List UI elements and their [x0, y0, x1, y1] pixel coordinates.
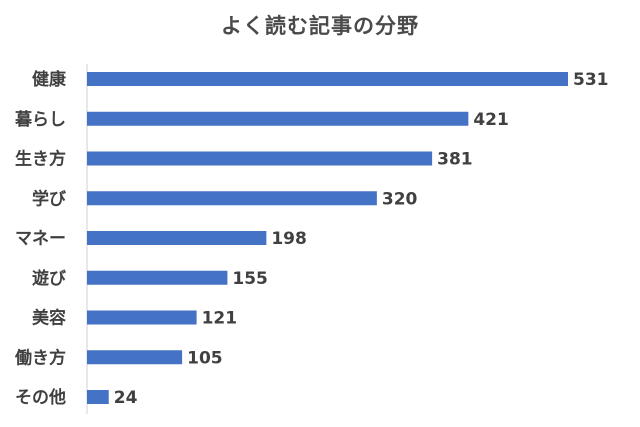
bar	[87, 350, 183, 365]
category-label: 働き方	[14, 347, 66, 368]
bar	[87, 270, 228, 285]
category-label: マネー	[15, 229, 66, 249]
category-label: 遊び	[32, 268, 66, 289]
bar	[87, 231, 267, 245]
data-label: 320	[382, 189, 418, 209]
bar	[87, 191, 377, 206]
bar	[87, 72, 568, 86]
bar	[87, 111, 469, 126]
data-label: 121	[202, 309, 238, 329]
category-label: 学び	[32, 188, 66, 209]
bar	[87, 151, 433, 166]
data-label: 531	[573, 70, 609, 90]
data-label: 421	[473, 110, 509, 130]
category-label: 暮らし	[14, 109, 66, 130]
chart-title: よく読む記事の分野	[221, 14, 419, 38]
data-label: 24	[114, 388, 138, 408]
category-label: 健康	[32, 69, 67, 90]
data-label: 105	[187, 348, 223, 368]
category-label: 生き方	[15, 149, 66, 170]
data-label: 198	[271, 229, 307, 249]
category-label: 美容	[32, 308, 66, 329]
bars-layer: 健康 531 暮らし 421 生き方 381 学び 320 マネー 198 遊び 155 美容 121 働き…	[14, 69, 609, 408]
bar	[87, 310, 197, 325]
bar	[87, 390, 109, 404]
data-label: 381	[437, 150, 473, 170]
data-label: 155	[232, 269, 268, 289]
category-label: その他	[15, 387, 66, 408]
